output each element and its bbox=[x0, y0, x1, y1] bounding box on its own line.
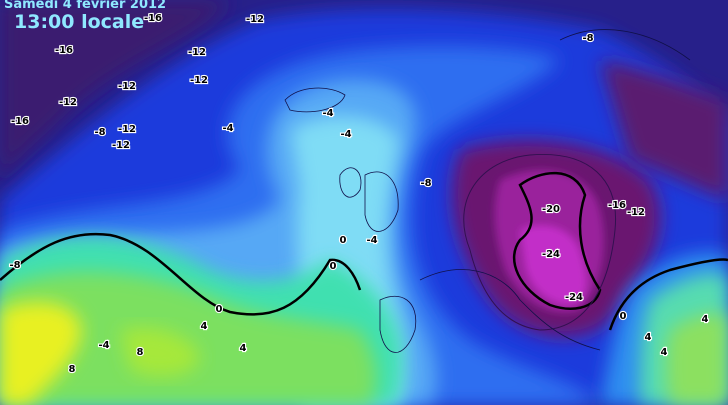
contour-label: -24 bbox=[542, 249, 560, 260]
contours bbox=[0, 153, 728, 331]
contour-label: -16 bbox=[55, 45, 73, 56]
contour-label: -16 bbox=[144, 13, 162, 24]
contour-label: -12 bbox=[246, 14, 264, 25]
minus24-isotherm bbox=[512, 171, 602, 310]
contour-label: 4 bbox=[201, 321, 208, 332]
time: 13:00 locale bbox=[14, 11, 144, 33]
contour-label: -8 bbox=[420, 178, 431, 189]
contour-label: -12 bbox=[188, 47, 206, 58]
contour-label: -12 bbox=[59, 97, 77, 108]
contour-label: 0 bbox=[340, 235, 347, 246]
contour-label: 4 bbox=[702, 314, 709, 325]
contour-label: -12 bbox=[118, 124, 136, 135]
contour-label: -4 bbox=[322, 108, 333, 119]
contour-label: -12 bbox=[112, 140, 130, 151]
contour-label: -8 bbox=[9, 260, 20, 271]
zero-isotherm-east bbox=[608, 258, 728, 331]
contour-label: -8 bbox=[94, 127, 105, 138]
contour-label: -20 bbox=[542, 204, 560, 215]
contour-label: -16 bbox=[608, 200, 626, 211]
contour-label: 4 bbox=[661, 347, 668, 358]
contour-label: -24 bbox=[565, 292, 583, 303]
contour-label: -12 bbox=[118, 81, 136, 92]
contour-label: 8 bbox=[69, 364, 76, 375]
contour-label: -4 bbox=[366, 235, 377, 246]
contour-label: -4 bbox=[340, 129, 351, 140]
contour-label: -12 bbox=[190, 75, 208, 86]
contour-label: -4 bbox=[222, 123, 233, 134]
contour-label: 8 bbox=[137, 347, 144, 358]
contour-label: -16 bbox=[11, 116, 29, 127]
contour-label: 0 bbox=[620, 311, 627, 322]
contour-label: 4 bbox=[645, 332, 652, 343]
coastlines bbox=[284, 29, 691, 353]
contour-label: -12 bbox=[627, 207, 645, 218]
contour-label: -4 bbox=[98, 340, 109, 351]
contour-label: 4 bbox=[240, 343, 247, 354]
contour-label: -8 bbox=[582, 33, 593, 44]
minus20-isotherm bbox=[463, 153, 617, 331]
zero-isotherm bbox=[0, 232, 362, 316]
contour-labels: -16 -12-16 -12-8-12-12-12-16-8 -12-12-4-4-4… bbox=[8, 12, 709, 376]
date: Samedi 4 fevrier 2012 bbox=[4, 0, 166, 12]
contour-label: 0 bbox=[330, 261, 337, 272]
contour-label: 0 bbox=[216, 304, 223, 315]
